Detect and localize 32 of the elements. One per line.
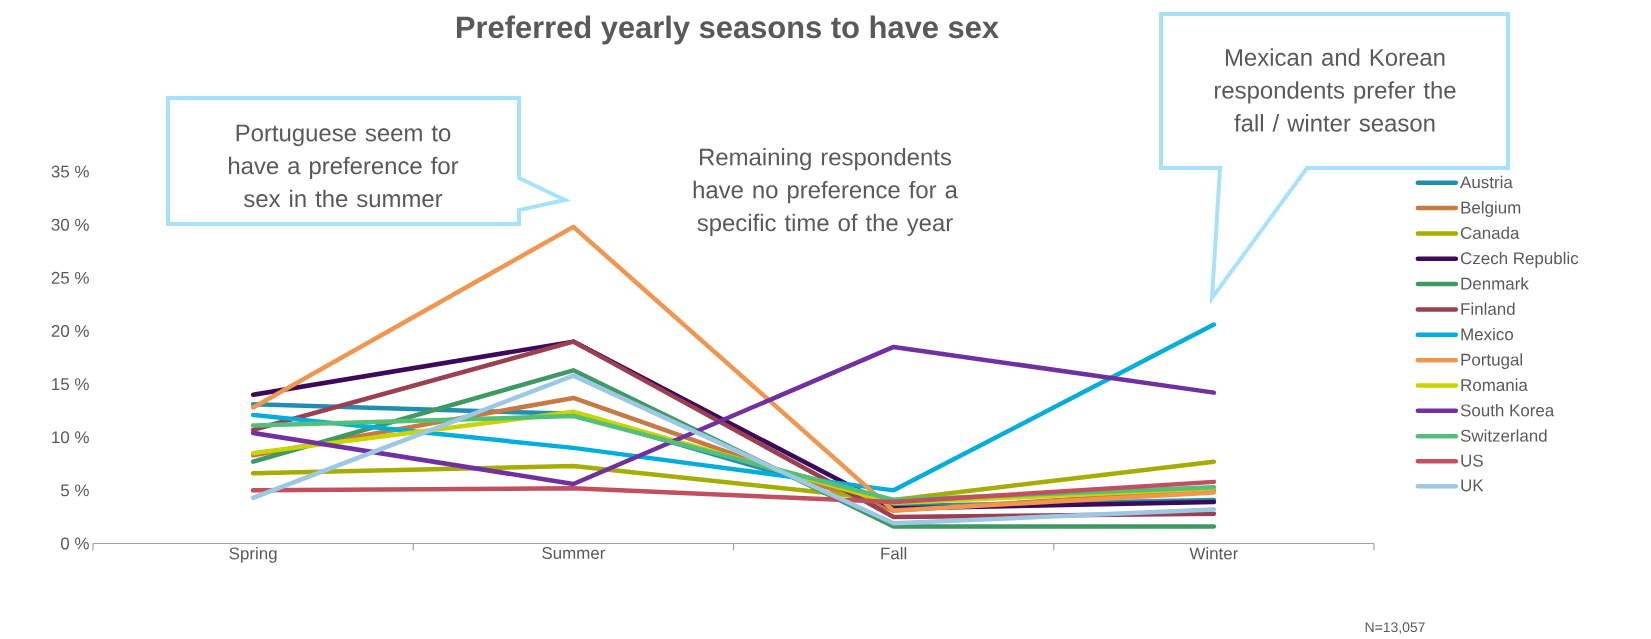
text: Mexican and Korean respondents prefer the fall / winter season [1214, 48, 1456, 132]
annotation: Remaining respondents have no preference for a specific time of the year [693, 147, 958, 237]
text: N=13,057 [1365, 622, 1425, 634]
x-tick-label: Summer [542, 547, 606, 560]
legend-label: Portugal [1461, 353, 1523, 370]
legend-label: South Korea [1460, 403, 1555, 417]
legend-label: Canada [1460, 226, 1520, 239]
x-tick-label: Winter [1189, 547, 1239, 560]
x-tick-label: Spring [229, 547, 277, 563]
legend-label: Austria [1460, 175, 1513, 189]
legend-label: Romania [1461, 378, 1528, 392]
chart-title: Preferred yearly seasons to have sex [456, 15, 999, 45]
legend-label: Mexico [1461, 327, 1514, 341]
y-tick-label: 0 % [60, 537, 89, 550]
y-tick-label: 25 % [51, 271, 89, 284]
legend-label: Switzerland [1460, 429, 1547, 442]
legend-label: US [1461, 454, 1483, 467]
line-series [250, 479, 1217, 505]
legend-label: Denmark [1461, 277, 1529, 290]
x-tick-label: Fall [881, 547, 907, 560]
line-series [250, 344, 1217, 487]
legend-label: Finland [1461, 302, 1515, 315]
annotation: Portuguese seem to have a preference for sex in the summer [229, 124, 459, 208]
y-tick-label: 15 % [52, 378, 89, 391]
legend-label: UK [1461, 479, 1484, 492]
y-tick-label: 35 % [51, 165, 89, 178]
legend-label: Czech Republic [1460, 251, 1579, 268]
legend-label: Belgium [1461, 201, 1521, 217]
y-tick-label: 30 % [51, 218, 89, 231]
y-tick-label: 10 % [52, 431, 89, 444]
y-tick-label: 5 % [60, 484, 89, 497]
y-tick-label: 20 % [51, 324, 89, 337]
